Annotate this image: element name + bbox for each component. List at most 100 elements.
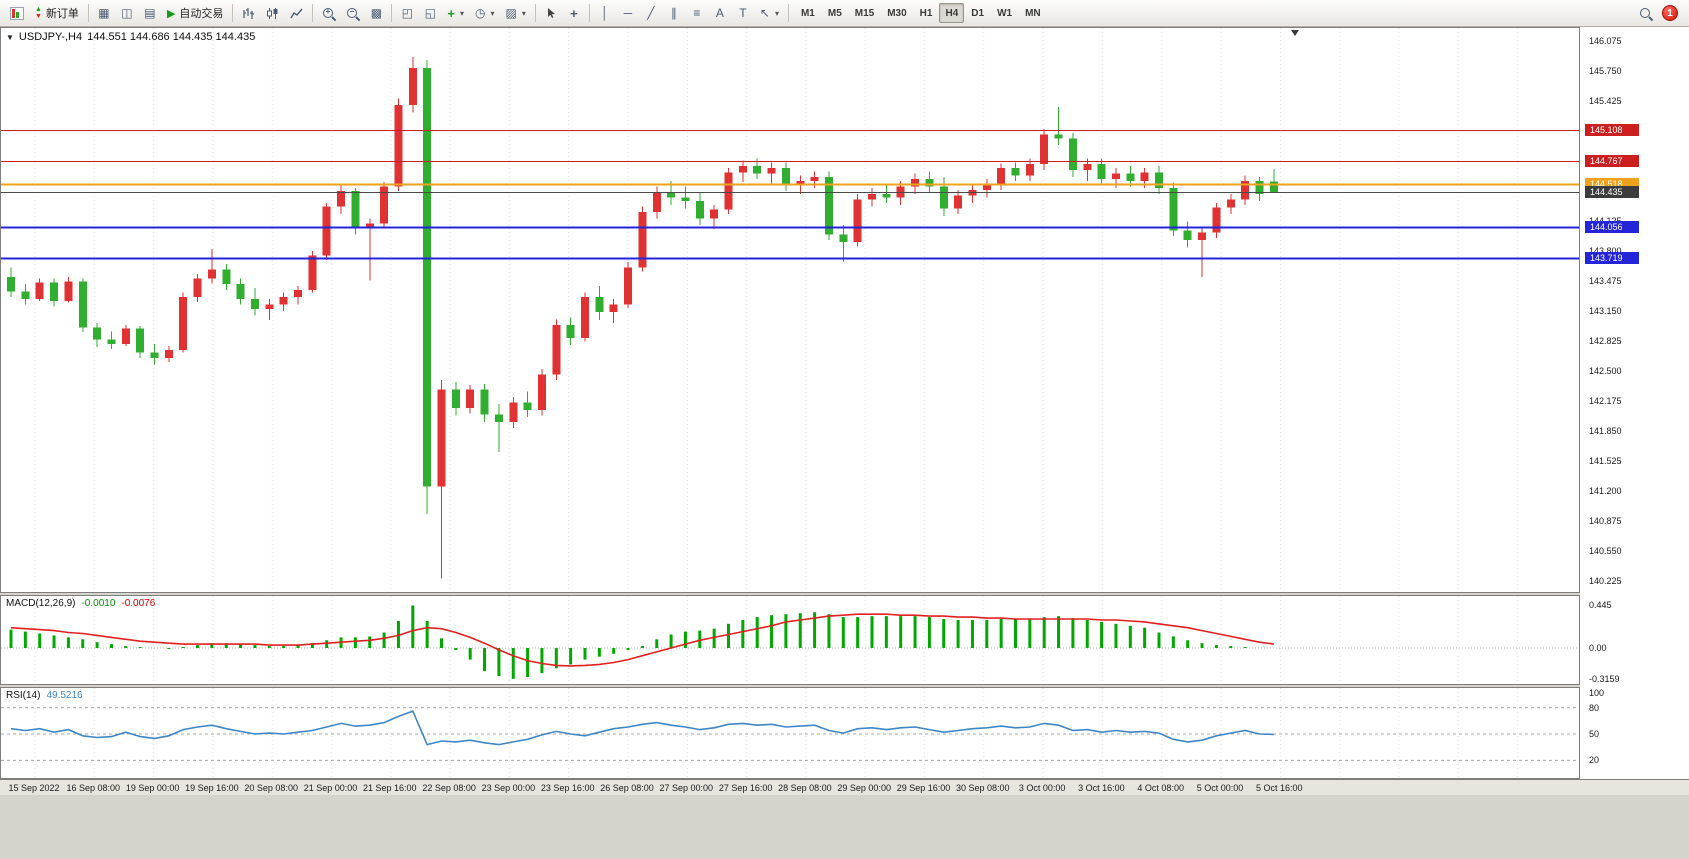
candle-body (7, 276, 15, 292)
crosshair-button[interactable]: + (563, 3, 585, 24)
tile-windows-button[interactable]: ◰ (396, 3, 418, 24)
line-chart-button[interactable] (285, 3, 308, 24)
symbol-dropdown-icon[interactable]: ▼ (6, 32, 14, 42)
candle-body (121, 328, 130, 345)
candle-body (509, 402, 518, 422)
timeframe-m5[interactable]: M5 (827, 7, 842, 19)
time-axis[interactable]: 15 Sep 2022 16 Sep 08:00 19 Sep 00:00 19 Se… (0, 779, 1689, 795)
candle-body (207, 269, 216, 279)
timeframe-h1[interactable]: H1 (919, 7, 933, 19)
rsi-canvas[interactable] (1, 688, 1579, 778)
candle-body (695, 201, 704, 219)
candle-body (566, 324, 575, 338)
timeframe-m15[interactable]: M15 (854, 7, 875, 19)
time-axis-label: 29 Sep 00:00 (837, 783, 891, 793)
macd-canvas[interactable] (1, 596, 1579, 684)
chart-title: ▼ USDJPY-,H4 144.551 144.686 144.435 144… (6, 31, 255, 43)
data-window-button[interactable]: ◫ (116, 3, 138, 24)
candle-body (595, 297, 604, 312)
time-axis-label: 22 Sep 08:00 (422, 783, 476, 793)
search-button[interactable] (1634, 3, 1657, 24)
candlestick-chart-button[interactable] (261, 3, 284, 24)
timeframe-m1[interactable]: M1 (800, 7, 815, 19)
candle-body (35, 282, 44, 299)
vertical-line-button[interactable]: │ (594, 3, 616, 24)
horizontal-line-button[interactable]: ─ (617, 3, 639, 24)
toolbar-separator (232, 4, 234, 22)
candlestick-chart-icon (267, 7, 278, 19)
navigator-button[interactable]: ▤ (139, 3, 161, 24)
candle-body (337, 191, 346, 207)
arrow-tool-icon: ↖ (759, 6, 770, 20)
time-axis-label: 23 Sep 16:00 (540, 783, 595, 793)
price-line-tag[interactable]: 145.108 (1585, 123, 1639, 136)
market-watch-button[interactable]: ▦ (93, 3, 115, 24)
price-axis-label: 143.150 (1589, 306, 1622, 316)
candle-body (64, 281, 73, 301)
candle-body (222, 269, 231, 285)
text-label-button[interactable]: T (732, 3, 754, 24)
arrows-button[interactable]: ↖ ▾ (755, 3, 784, 24)
candle-body (408, 68, 417, 106)
price-line-tag[interactable]: 143.719 (1585, 251, 1639, 264)
toolbar-separator (787, 4, 789, 22)
candle-body (824, 177, 833, 235)
channel-button[interactable]: ∥ (663, 3, 685, 24)
autotrade-play-icon: ▶ (166, 7, 176, 20)
price-axis-label: 141.200 (1589, 486, 1622, 496)
cascade-windows-button[interactable]: ◱ (419, 3, 441, 24)
templates-button[interactable]: ▨ ▾ (501, 3, 531, 24)
timeframe-d1[interactable]: D1 (971, 7, 985, 19)
rsi-axis-label: 20 (1589, 755, 1600, 766)
candle-body (50, 282, 59, 301)
periods-button[interactable]: ◷ ▾ (470, 3, 500, 24)
new-order-button[interactable]: ▲ ▼ 新订单 (30, 3, 84, 24)
new-order-label: 新订单 (45, 8, 79, 20)
candle-body (982, 184, 991, 191)
price-axis-label: 141.525 (1589, 456, 1622, 466)
candle-body (767, 167, 776, 174)
price-line-tag[interactable]: 144.056 (1585, 220, 1639, 233)
timeframe-group: M1 M5 M15 M30 H1 H4 D1 W1 MN (795, 3, 1047, 23)
macd-main-value: -0.0010 (81, 598, 116, 609)
candle-body (164, 349, 173, 359)
bid-price-tag[interactable]: 144.435 (1585, 185, 1639, 198)
timeframe-h4[interactable]: H4 (939, 3, 965, 23)
price-axis[interactable]: 146.075145.750145.425145.100144.775144.4… (1580, 27, 1689, 779)
autotrade-button[interactable]: ▶ 自动交易 (162, 3, 228, 24)
timeframe-m30[interactable]: M30 (887, 7, 907, 19)
price-line-tag[interactable]: 144.767 (1585, 155, 1639, 168)
toolbar-separator (588, 4, 590, 22)
indicators-button[interactable]: + ▾ (442, 3, 469, 24)
macd-panel: MACD(12,26,9) -0.0010 -0.0076 (0, 595, 1580, 685)
timeframe-mn[interactable]: MN (1025, 7, 1041, 19)
chart-shift-marker[interactable] (1291, 30, 1299, 36)
candle-body (911, 179, 920, 187)
bar-chart-button[interactable] (237, 3, 260, 24)
time-axis-label: 28 Sep 08:00 (778, 783, 832, 793)
candle-body (853, 199, 862, 242)
candle-body (1083, 164, 1092, 170)
candle-body (437, 389, 446, 487)
candle-body (1097, 164, 1106, 179)
trendline-button[interactable]: ╱ (640, 3, 662, 24)
cursor-button[interactable] (540, 3, 562, 24)
candle-body (624, 267, 633, 305)
price-axis-label: 143.800 (1589, 246, 1622, 256)
main-chart-canvas[interactable] (1, 28, 1579, 592)
timeframe-w1[interactable]: W1 (997, 7, 1013, 19)
candle-body (1025, 164, 1034, 176)
text-button[interactable]: A (709, 3, 731, 24)
price-axis-label: 142.825 (1589, 336, 1622, 346)
fibonacci-button[interactable]: ≡ (686, 3, 708, 24)
time-axis-label: 21 Sep 16:00 (363, 783, 417, 793)
toolbar-separator (87, 4, 89, 22)
toolbar-separator (391, 4, 393, 22)
zoom-in-button[interactable]: + (317, 3, 340, 24)
price-axis-label: 140.550 (1589, 546, 1622, 556)
main-toolbar: ▲ ▼ 新订单 ▦ ◫ ▤ ▶ 自动交易 + − ▩ ◰ ◱ + ▾ ◷ ▾ ▨ ▾ +… (0, 0, 1689, 27)
notification-badge[interactable]: 1 (1662, 5, 1678, 21)
candle-body (423, 68, 432, 487)
zoom-out-button[interactable]: − (341, 3, 364, 24)
grid-button[interactable]: ▩ (365, 3, 387, 24)
